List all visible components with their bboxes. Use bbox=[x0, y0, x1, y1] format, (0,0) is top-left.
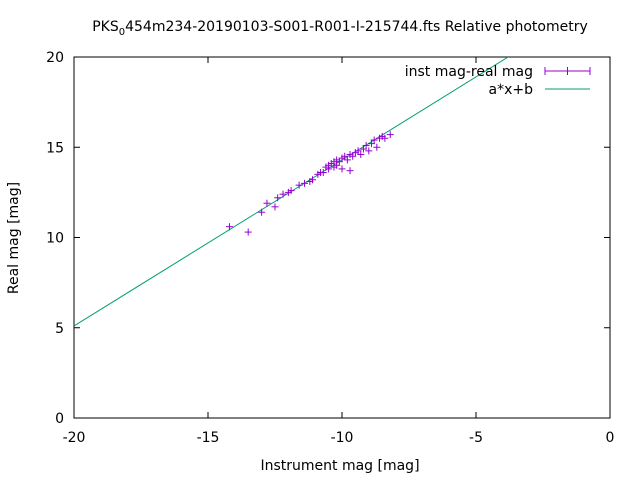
x-tick-label: -20 bbox=[63, 430, 86, 446]
data-point bbox=[258, 208, 266, 216]
legend: inst mag-real mag a*x+b bbox=[405, 64, 591, 98]
data-point bbox=[357, 150, 365, 158]
x-tick-label: -5 bbox=[469, 430, 483, 446]
x-tick-label: -10 bbox=[331, 430, 354, 446]
data-point bbox=[287, 187, 295, 195]
legend-label-points: inst mag-real mag bbox=[405, 64, 533, 80]
y-tick-label: 0 bbox=[55, 411, 64, 427]
data-point bbox=[346, 167, 354, 175]
plot-frame bbox=[73, 56, 611, 419]
chart-title-main: PKS bbox=[92, 19, 119, 35]
legend-label-fit: a*x+b bbox=[489, 82, 534, 98]
data-point bbox=[333, 161, 341, 169]
data-point bbox=[244, 228, 252, 236]
y-axis-label: Real mag [mag] bbox=[6, 182, 22, 294]
x-tick-label: -15 bbox=[197, 430, 220, 446]
data-point bbox=[274, 194, 282, 202]
data-point bbox=[300, 179, 308, 187]
data-point bbox=[271, 203, 279, 211]
data-point bbox=[343, 156, 351, 164]
data-point bbox=[365, 147, 373, 155]
data-point bbox=[362, 141, 370, 149]
y-tick-label: 10 bbox=[46, 231, 64, 247]
chart-title-subscript: 0 bbox=[119, 27, 125, 38]
data-point-series bbox=[225, 131, 394, 236]
chart-title-rest: 454m234-20190103-S001-R001-I-215744.fts … bbox=[125, 19, 588, 35]
y-axis-ticks: 0 5 10 15 20 bbox=[46, 50, 610, 427]
data-point bbox=[373, 143, 381, 151]
data-point bbox=[367, 140, 375, 148]
data-point bbox=[279, 190, 287, 198]
y-tick-label: 5 bbox=[55, 321, 64, 337]
data-point bbox=[225, 223, 233, 231]
data-point bbox=[319, 169, 327, 177]
x-axis-label: Instrument mag [mag] bbox=[260, 458, 419, 474]
data-point bbox=[354, 147, 362, 155]
data-point bbox=[349, 152, 357, 160]
legend-sample-points bbox=[544, 67, 591, 75]
data-point bbox=[341, 152, 349, 160]
chart-title: PKS0454m234-20190103-S001-R001-I-215744.… bbox=[92, 19, 588, 38]
data-point bbox=[370, 136, 378, 144]
x-tick-label: 0 bbox=[606, 430, 615, 446]
x-axis-ticks: -20 -15 -10 -5 0 bbox=[63, 57, 615, 446]
data-point bbox=[338, 165, 346, 173]
data-point bbox=[295, 181, 303, 189]
y-tick-label: 20 bbox=[46, 50, 64, 66]
data-point bbox=[381, 134, 389, 142]
data-point bbox=[335, 158, 343, 166]
data-point bbox=[263, 199, 271, 207]
data-point bbox=[359, 145, 367, 153]
data-point bbox=[386, 131, 394, 139]
y-tick-label: 15 bbox=[46, 140, 64, 156]
data-point bbox=[309, 176, 317, 184]
